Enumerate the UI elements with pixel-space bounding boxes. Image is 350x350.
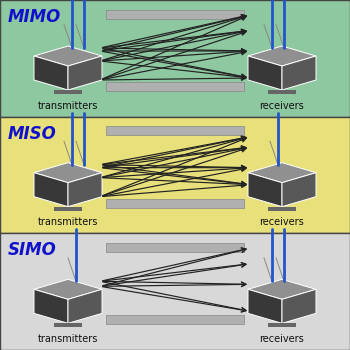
Polygon shape [34,56,68,90]
Bar [54,323,82,327]
Polygon shape [282,289,316,323]
Text: receivers: receivers [260,334,304,344]
Bar [268,323,296,327]
Text: transmitters: transmitters [38,334,98,344]
Polygon shape [248,173,282,206]
Polygon shape [282,173,316,206]
Polygon shape [248,279,316,299]
Polygon shape [34,289,68,323]
Polygon shape [68,56,102,90]
Polygon shape [34,46,102,66]
Text: receivers: receivers [260,101,304,111]
Text: transmitters: transmitters [38,101,98,111]
Polygon shape [282,56,316,90]
Bar [106,199,244,208]
Text: SIMO: SIMO [8,241,57,259]
Polygon shape [248,289,282,323]
Polygon shape [248,163,316,183]
Bar [106,10,244,19]
Bar [0,0,350,117]
Bar [0,117,350,233]
Text: MISO: MISO [8,125,57,143]
Polygon shape [68,289,102,323]
Polygon shape [34,173,68,206]
Text: MIMO: MIMO [8,8,61,26]
Bar [268,90,296,94]
Bar [106,315,244,324]
Bar [106,243,244,252]
Bar [106,82,244,91]
Text: receivers: receivers [260,217,304,228]
Bar [106,126,244,135]
Polygon shape [68,173,102,206]
Bar [54,206,82,211]
Bar [54,90,82,94]
Polygon shape [248,46,316,66]
Polygon shape [34,279,102,299]
Bar [268,206,296,211]
Polygon shape [248,56,282,90]
Polygon shape [34,163,102,183]
Bar [0,233,350,350]
Text: transmitters: transmitters [38,217,98,228]
